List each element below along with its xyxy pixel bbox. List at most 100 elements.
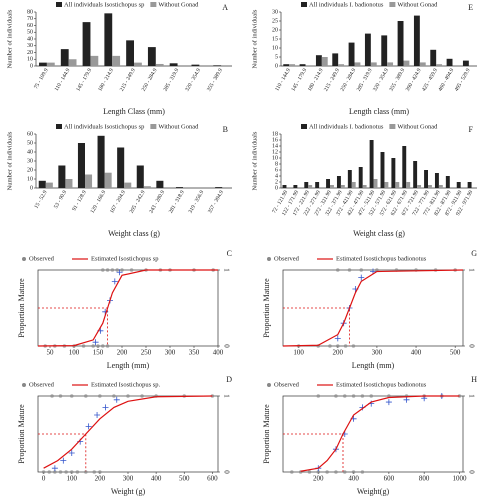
x-tick-label: 167 - 204.9 — [109, 189, 127, 214]
observed-point — [115, 268, 119, 272]
bar — [155, 63, 164, 66]
bar — [369, 140, 374, 188]
panel-label: C — [227, 249, 232, 258]
legend-label: All individuals Isostichopus sp — [64, 1, 144, 8]
bar — [283, 64, 290, 66]
y-tick-label: 60 — [27, 23, 33, 29]
y-tick-label: 20 — [272, 27, 278, 33]
bar — [406, 182, 411, 188]
y-axis-label: Number of individuals — [6, 9, 13, 68]
legend-marker — [22, 257, 26, 261]
plot-frame — [282, 269, 464, 347]
x-tick-label: 460 - 494.9 — [438, 67, 456, 92]
legend-swatch — [56, 2, 62, 7]
x-tick-label: 320 - 354.9 — [184, 67, 202, 92]
y-tick-label: 0 — [30, 63, 33, 69]
x-tick-label: 100 — [293, 349, 304, 357]
bar — [169, 63, 178, 66]
observed-point — [92, 470, 97, 474]
observed-point — [129, 268, 134, 272]
legend-swatch — [301, 124, 307, 129]
bar — [38, 180, 46, 188]
bar — [60, 49, 69, 66]
observed-point — [58, 470, 63, 474]
bar — [424, 170, 428, 188]
fitted-curve — [43, 395, 213, 469]
observed-point — [69, 394, 74, 398]
y-tick-label: 30 — [272, 9, 278, 15]
x-tick-label: 180 - 214.9 — [97, 67, 115, 92]
class-proportion — [385, 399, 392, 406]
x-tick-label: 300 — [123, 475, 134, 483]
bar — [436, 64, 443, 66]
bar — [126, 40, 134, 66]
x-tick-label: 300 — [372, 349, 383, 357]
bar — [358, 167, 363, 188]
bar — [191, 64, 200, 66]
legend-label: Without Gonad — [397, 123, 438, 130]
y-tick-label: 8 — [275, 161, 278, 167]
bar — [39, 62, 47, 66]
observed-point — [328, 344, 332, 348]
bar — [58, 165, 66, 188]
bar — [391, 158, 396, 188]
legend-label: Observed — [274, 381, 300, 388]
bar — [315, 182, 320, 188]
observed-point — [307, 470, 312, 474]
bar — [338, 64, 345, 66]
bar — [215, 187, 223, 188]
bar — [397, 21, 404, 66]
y2-tick-label: 0 — [467, 470, 475, 474]
bar — [384, 182, 389, 188]
observed-point — [64, 470, 68, 474]
bar — [434, 173, 439, 188]
observed-point — [105, 344, 110, 348]
observed-point — [96, 344, 100, 348]
class-proportion — [85, 423, 92, 430]
bar — [326, 179, 330, 188]
x-tick-label: 145 - 179.9 — [75, 67, 93, 92]
bar — [446, 58, 453, 66]
bar — [467, 182, 472, 188]
bar — [336, 176, 341, 188]
panel-label: D — [226, 375, 232, 384]
legend-label: All individuals I. badionotus — [309, 1, 384, 8]
legend-label: All individuals I. badionotus — [309, 123, 384, 130]
y-tick-label: 0 — [275, 63, 278, 69]
class-proportion — [68, 450, 75, 456]
bar — [381, 35, 388, 66]
class-proportion — [51, 465, 58, 472]
legend-swatch — [389, 2, 396, 7]
legend-swatch — [301, 2, 307, 7]
x-axis-label: Length class (mm) — [349, 107, 409, 116]
panel-label: G — [471, 249, 477, 258]
observed-point — [316, 470, 321, 474]
observed-point — [316, 394, 321, 398]
observed-point — [351, 470, 356, 474]
class-proportion — [358, 274, 365, 281]
bar — [438, 185, 443, 188]
l50-line — [283, 433, 344, 472]
legend-label: Estimated Isostichopus sp. — [91, 381, 161, 388]
x-tick-label: 600 — [207, 475, 218, 483]
bar — [332, 53, 339, 66]
bar — [124, 182, 132, 188]
x-tick-label: 285 - 319.9 — [356, 67, 374, 92]
bar — [46, 62, 55, 66]
y2-tick-label: 1 — [467, 394, 475, 398]
bar — [315, 55, 322, 66]
bar — [348, 42, 355, 66]
y-tick-label: 20 — [27, 167, 33, 173]
x-tick-label: 100 — [69, 349, 80, 357]
observed-point — [360, 394, 365, 398]
bar — [97, 135, 105, 188]
x-tick-label: 495 - 529.9 — [454, 67, 472, 92]
bar — [445, 176, 450, 188]
observed-point — [112, 394, 116, 398]
observed-point — [105, 268, 110, 272]
x-tick-label: 500 — [450, 349, 461, 357]
y-tick-label: 0 — [30, 185, 33, 191]
observed-point — [47, 470, 52, 474]
observed-point — [91, 344, 95, 348]
bar — [354, 62, 361, 66]
